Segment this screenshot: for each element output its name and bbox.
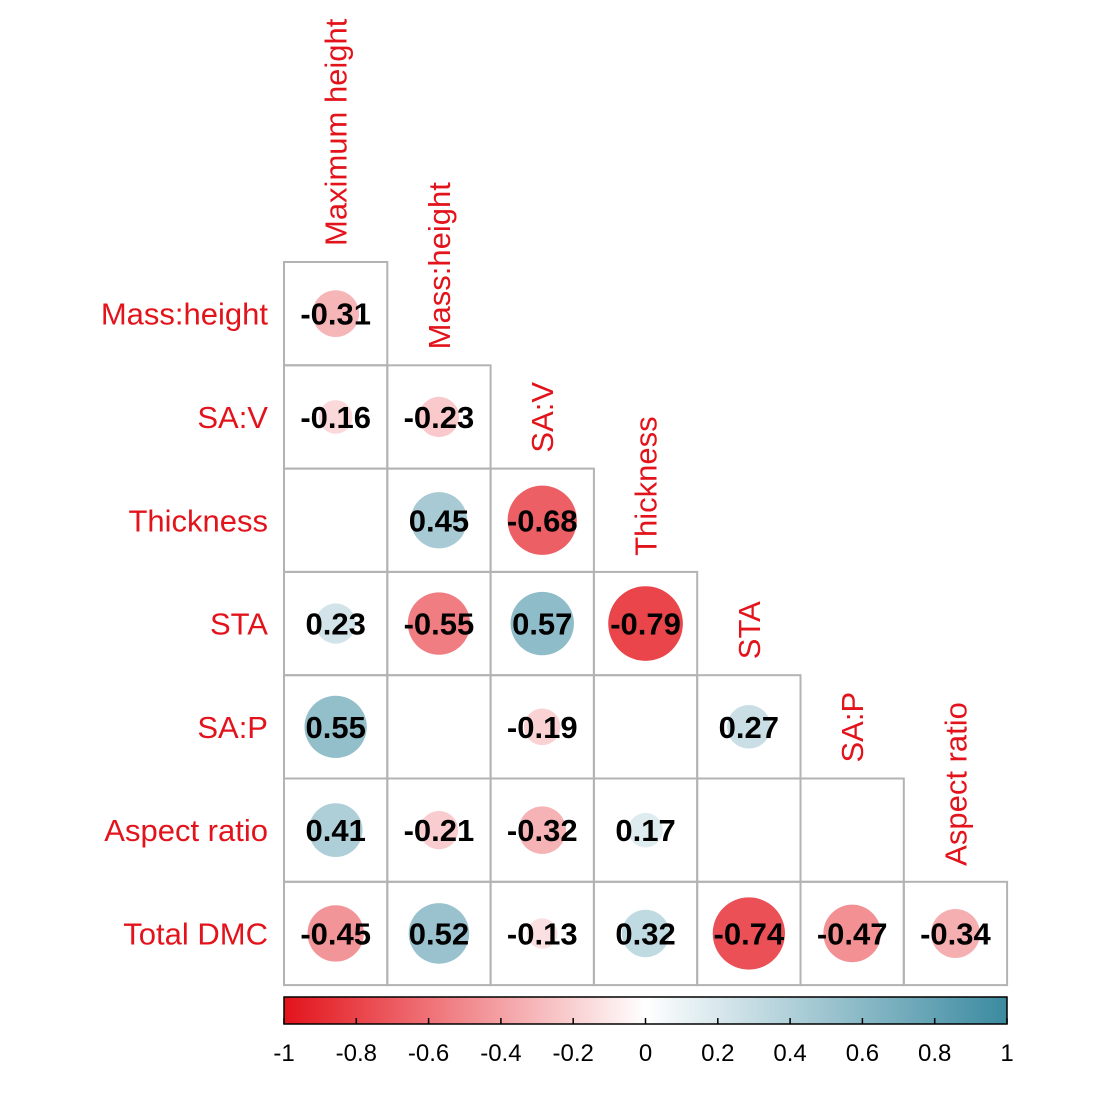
column-label: Aspect ratio xyxy=(938,702,973,866)
row-labels: Mass:height SA:V Thickness STA SA:P Aspect ra… xyxy=(101,297,269,952)
corr-circle-r3-c2 xyxy=(510,591,574,656)
corr-circle-r6-c4 xyxy=(712,897,785,970)
corr-circle-r6-c5 xyxy=(823,904,881,963)
colorbar-tick-label: 1 xyxy=(1000,1040,1013,1067)
corr-value-r6-c4: -0.74 xyxy=(714,916,785,951)
corr-value-r4-c0: 0.55 xyxy=(305,710,365,745)
corr-value-r3-c0: 0.23 xyxy=(305,607,365,642)
corr-value-r6-c2: -0.13 xyxy=(507,916,578,951)
corr-circle-r5-c3 xyxy=(628,812,663,848)
corr-value-r2-c1: 0.45 xyxy=(409,503,469,538)
row-label: Total DMC xyxy=(123,916,268,951)
cell-r6-c6 xyxy=(902,880,1009,987)
corr-value-r5-c1: -0.21 xyxy=(404,813,475,848)
corr-circle-r6-c0 xyxy=(307,905,364,962)
corr-circle-r3-c3 xyxy=(608,586,683,661)
row-label: Thickness xyxy=(128,503,268,538)
corr-circle-r2-c1 xyxy=(410,492,468,549)
colorbar-ticks: -1 -0.8 -0.6 -0.4 -0.2 0 0.2 0.4 0.6 0.8 1 xyxy=(273,1018,1014,1067)
colorbar-tick-label: -0.4 xyxy=(480,1040,521,1067)
corr-value-r6-c0: -0.45 xyxy=(300,916,371,951)
corr-value-r2-c2: -0.68 xyxy=(507,503,578,538)
column-label: SA:P xyxy=(835,692,870,763)
corr-value-r1-c0: -0.16 xyxy=(300,400,371,435)
corr-circle-r4-c2 xyxy=(523,708,561,746)
colorbar-tick-label: -0.6 xyxy=(408,1040,449,1067)
corr-circle-r6-c2 xyxy=(527,918,558,949)
corr-circle-r3-c0 xyxy=(315,603,356,644)
corr-circle-r6-c3 xyxy=(621,909,670,958)
corr-circle-r2-c2 xyxy=(507,485,577,555)
corr-value-r4-c2: -0.19 xyxy=(507,710,578,745)
colorbar-tick-label: -0.8 xyxy=(336,1040,377,1067)
corr-circle-r1-c0 xyxy=(318,400,353,434)
grid-layer xyxy=(283,261,1009,987)
cell-r5-c5 xyxy=(799,777,905,883)
corr-circle-r5-c0 xyxy=(308,803,363,858)
corr-value-r5-c2: -0.32 xyxy=(507,813,578,848)
row-label: SA:P xyxy=(197,710,268,745)
corr-value-r0-c0: -0.31 xyxy=(300,297,371,332)
cell-r2-c0 xyxy=(283,467,389,573)
corr-circle-r3-c1 xyxy=(407,592,471,655)
column-label: Thickness xyxy=(629,416,664,556)
colorbar-tick-label: 0.4 xyxy=(773,1040,806,1067)
corr-circle-r6-c1 xyxy=(408,903,470,964)
column-label: STA xyxy=(732,601,767,659)
corr-circle-r0-c0 xyxy=(312,290,360,338)
colorbar-tick-label: 0.6 xyxy=(846,1040,879,1067)
corr-circle-r6-c6 xyxy=(930,908,980,958)
column-label: Mass:height xyxy=(422,182,457,350)
corr-value-r6-c5: -0.47 xyxy=(817,916,888,951)
column-labels: Maximum height Mass:height SA:V Thickness ST… xyxy=(319,18,974,866)
corr-value-r1-c1: -0.23 xyxy=(404,400,475,435)
corr-value-r3-c1: -0.55 xyxy=(404,607,475,642)
row-label: Mass:height xyxy=(101,297,269,332)
cell-r4-c1 xyxy=(386,674,492,780)
row-label: STA xyxy=(210,607,268,642)
corr-circle-r4-c0 xyxy=(304,695,367,758)
corr-circle-r5-c1 xyxy=(419,810,459,850)
row-label: Aspect ratio xyxy=(104,813,268,848)
corr-value-r3-c3: -0.79 xyxy=(610,607,681,642)
column-label: SA:V xyxy=(525,382,560,453)
colorbar-tick-label: 0.8 xyxy=(918,1040,951,1067)
corr-value-r5-c3: 0.17 xyxy=(615,813,675,848)
corr-circle-r5-c2 xyxy=(518,806,567,854)
column-label: Maximum height xyxy=(319,18,354,246)
corr-value-r6-c6: -0.34 xyxy=(920,916,991,951)
corr-circle-r1-c1 xyxy=(418,396,460,438)
colorbar-tick-label: -0.2 xyxy=(553,1040,594,1067)
colorbar-tick-label: 0 xyxy=(639,1040,652,1067)
corr-value-r4-c4: 0.27 xyxy=(719,710,779,745)
corr-value-r5-c0: 0.41 xyxy=(305,813,365,848)
colorbar-tick-label: 0.2 xyxy=(701,1040,734,1067)
row-label: SA:V xyxy=(197,400,268,435)
circle-layer xyxy=(304,290,980,970)
corr-circle-r4-c4 xyxy=(727,705,771,749)
colorbar-tick-label: -1 xyxy=(273,1040,294,1067)
cell-r4-c3 xyxy=(592,674,699,780)
corr-value-r6-c3: 0.32 xyxy=(615,916,675,951)
corr-value-r6-c1: 0.52 xyxy=(409,916,469,951)
value-layer: -0.31 -0.16 -0.23 0.45 -0.68 0.23 -0.55 0.57 -0.… xyxy=(300,297,991,952)
cell-r5-c4 xyxy=(696,777,802,883)
corr-value-r3-c2: 0.57 xyxy=(512,607,572,642)
